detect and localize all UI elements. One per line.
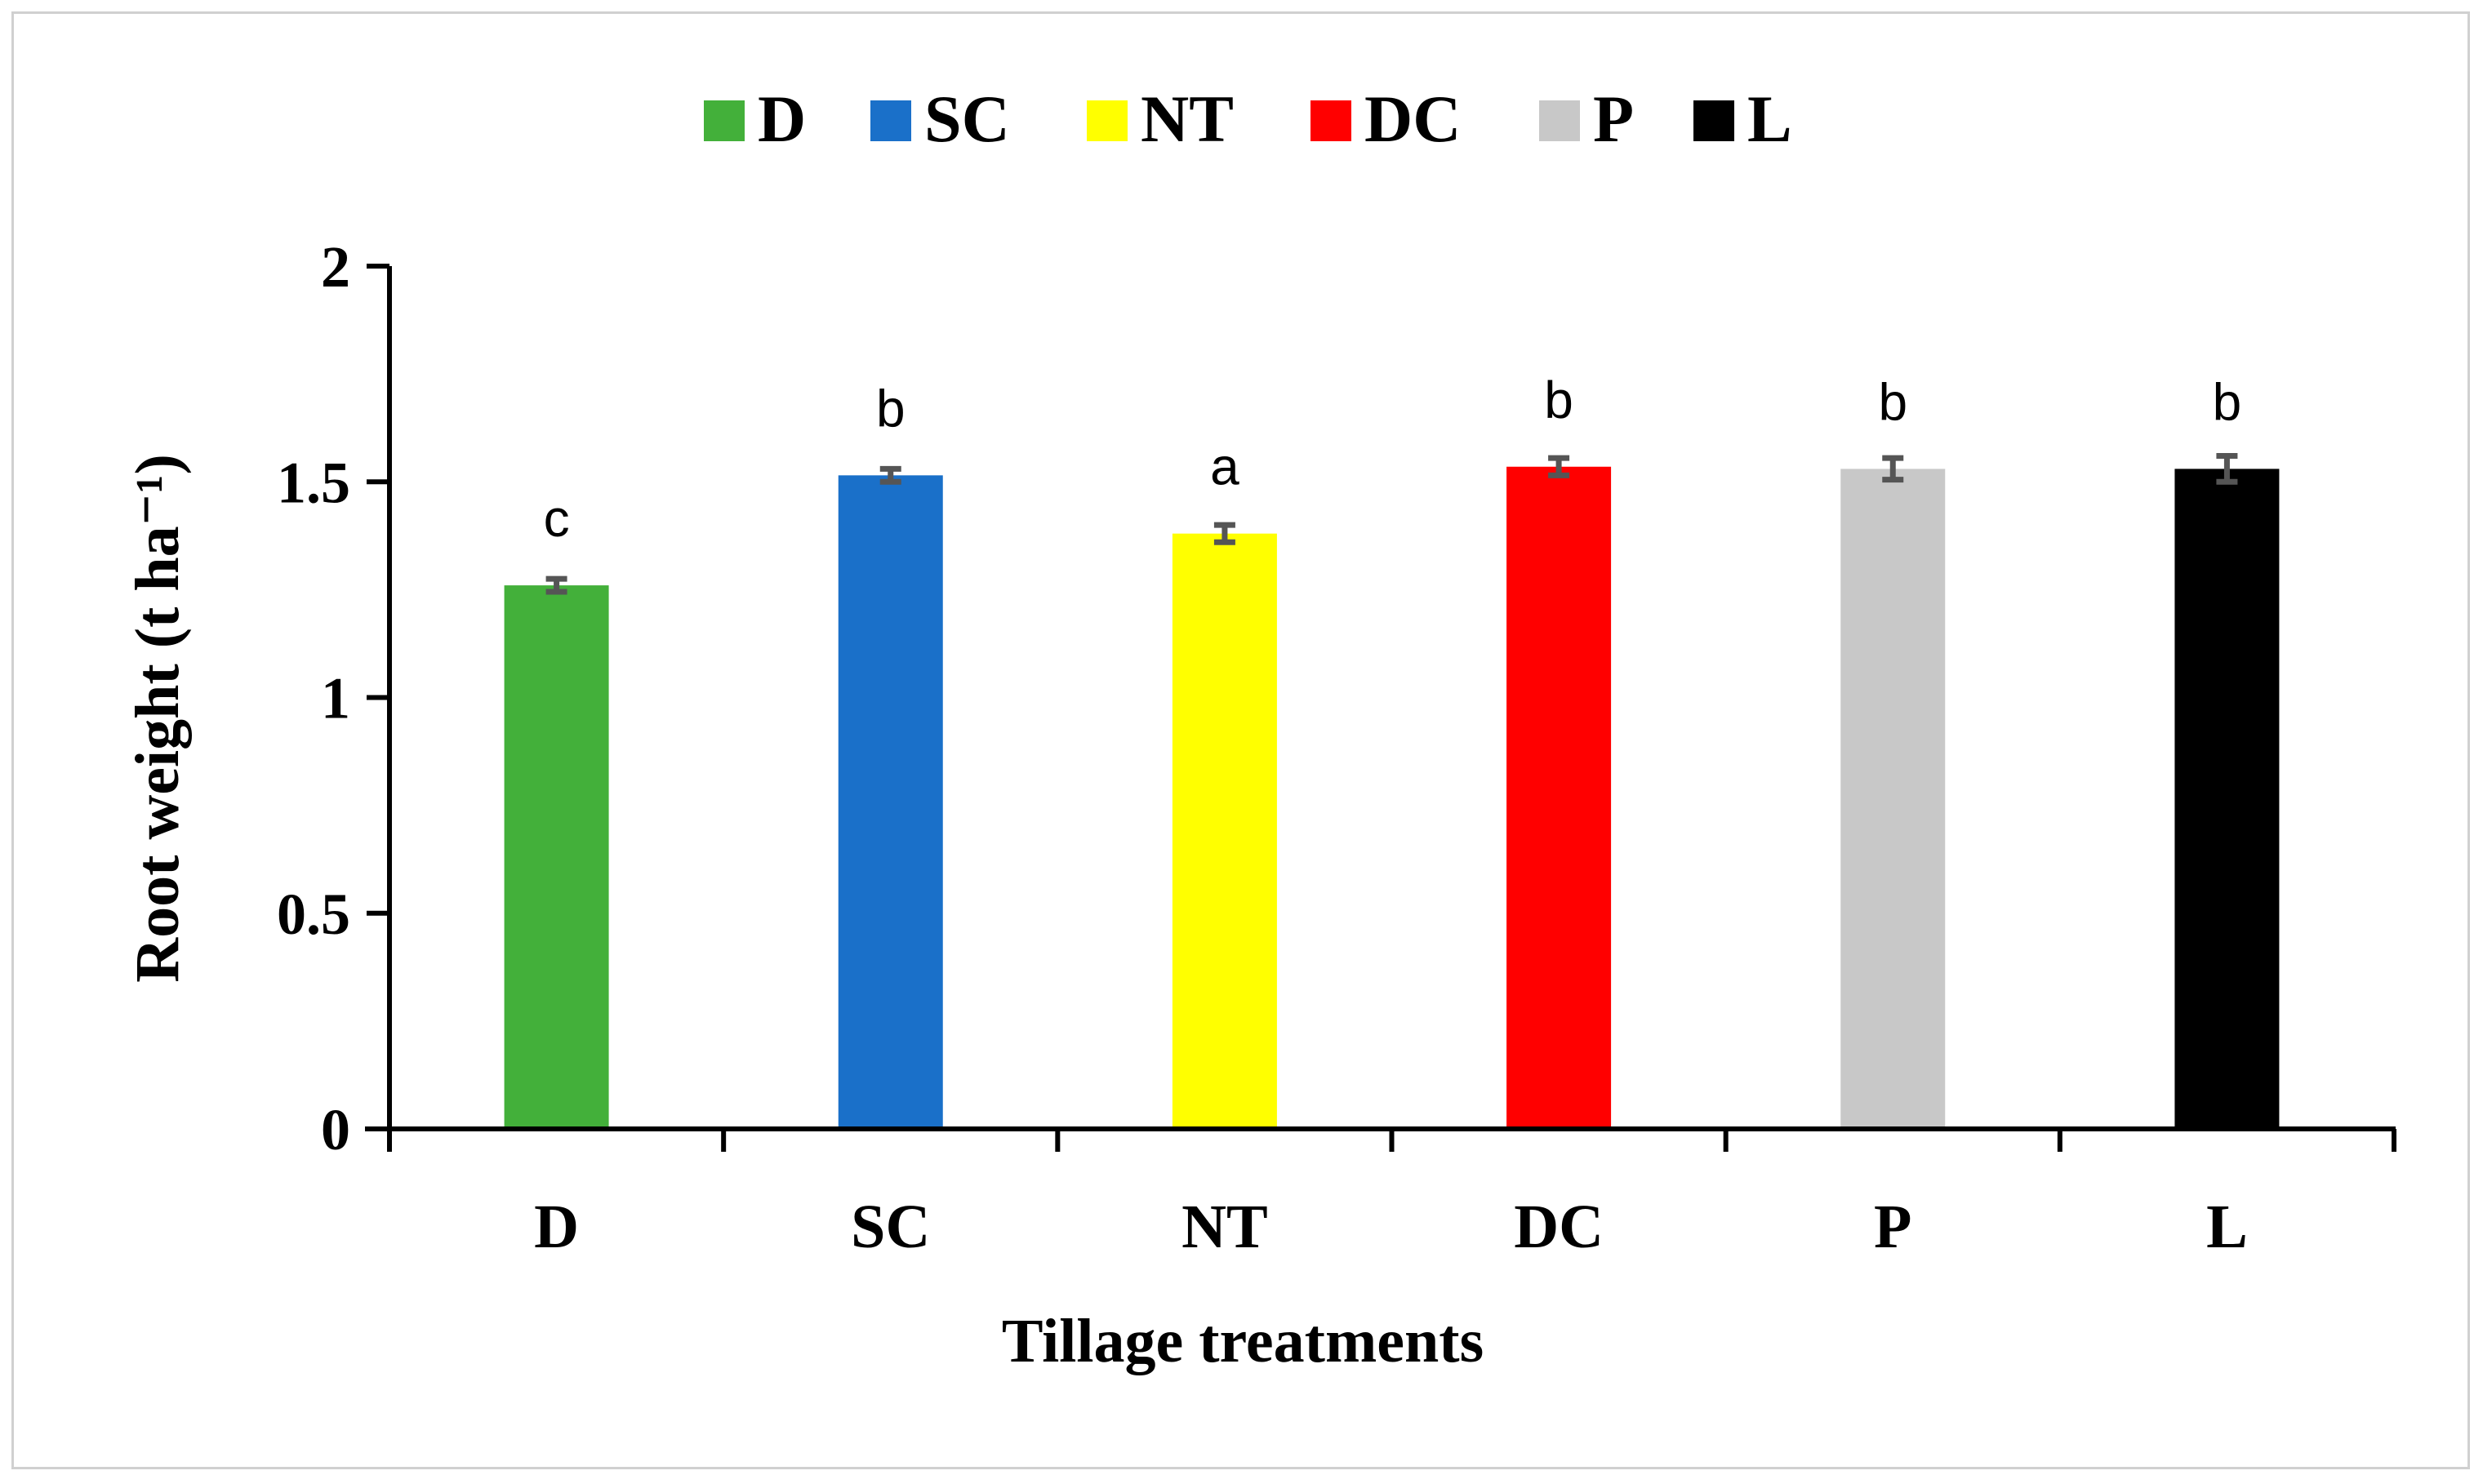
y-axis-label: Root weight (t ha⁻¹) bbox=[123, 454, 192, 983]
error-bar-sc bbox=[879, 465, 901, 485]
bar-dc bbox=[1506, 466, 1612, 1129]
x-tick-label-sc: SC bbox=[851, 1193, 930, 1261]
legend-item-dc: DC bbox=[1310, 82, 1461, 156]
significance-letter-d: c bbox=[544, 489, 570, 548]
legend-swatch-l bbox=[1693, 100, 1734, 141]
x-tick-label-l: L bbox=[2206, 1193, 2248, 1261]
legend: D SC NT DC P L bbox=[704, 82, 1792, 156]
legend-item-nt: NT bbox=[1087, 82, 1234, 156]
y-tick-label: 1.5 bbox=[277, 450, 350, 515]
legend-label-d: D bbox=[758, 82, 806, 156]
bar-l bbox=[2174, 469, 2280, 1129]
error-bar-p bbox=[1882, 455, 1904, 483]
legend-label-sc: SC bbox=[924, 82, 1010, 156]
bar-d bbox=[504, 585, 609, 1129]
legend-swatch-sc bbox=[870, 100, 911, 141]
y-tick-label: 0 bbox=[321, 1097, 350, 1162]
legend-swatch-nt bbox=[1087, 100, 1128, 141]
significance-letter-p: b bbox=[1878, 372, 1907, 431]
legend-swatch-p bbox=[1539, 100, 1580, 141]
legend-label-l: L bbox=[1747, 82, 1792, 156]
legend-label-dc: DC bbox=[1364, 82, 1461, 156]
error-bar-dc bbox=[1548, 455, 1570, 478]
x-tick-label-d: D bbox=[534, 1193, 579, 1261]
x-axis-label: Tillage treatments bbox=[1002, 1307, 1484, 1375]
error-bar-nt bbox=[1213, 522, 1235, 545]
legend-item-d: D bbox=[704, 82, 806, 156]
significance-letter-l: b bbox=[2213, 372, 2242, 431]
legend-label-p: P bbox=[1593, 82, 1634, 156]
significance-letter-dc: b bbox=[1544, 371, 1573, 429]
bar-nt bbox=[1172, 533, 1277, 1129]
y-tick-label: 0.5 bbox=[277, 882, 350, 947]
legend-item-sc: SC bbox=[870, 82, 1010, 156]
x-tick-label-p: P bbox=[1874, 1193, 1911, 1261]
significance-letter-sc: b bbox=[876, 379, 906, 438]
x-tick-label-dc: DC bbox=[1514, 1193, 1604, 1261]
bar-sc bbox=[838, 475, 943, 1129]
error-bar-l bbox=[2216, 453, 2238, 485]
significance-letter-nt: a bbox=[1210, 438, 1239, 496]
legend-item-p: P bbox=[1539, 82, 1634, 156]
legend-swatch-dc bbox=[1310, 100, 1351, 141]
y-tick-label: 1 bbox=[321, 666, 350, 731]
legend-label-nt: NT bbox=[1141, 82, 1234, 156]
error-bar-d bbox=[545, 575, 567, 595]
y-tick-label: 2 bbox=[321, 234, 350, 300]
x-tick-label-nt: NT bbox=[1181, 1193, 1268, 1261]
axes: D SC NT DC P L 0 0.5 1 1.5 2 bbox=[277, 234, 2396, 1261]
legend-item-l: L bbox=[1693, 82, 1792, 156]
bar-p bbox=[1840, 469, 1946, 1129]
plot-area: c b a b b b bbox=[504, 371, 2280, 1129]
legend-swatch-d bbox=[704, 100, 745, 141]
